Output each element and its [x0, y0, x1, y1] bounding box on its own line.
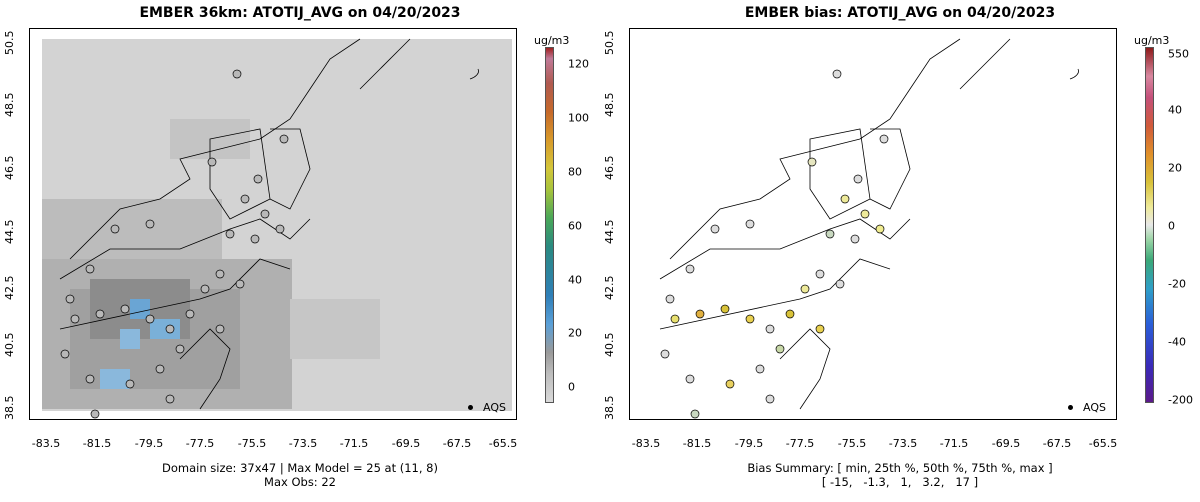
bias-colorbar-label: -20	[1168, 277, 1186, 291]
x-tick-label: -65.5	[1088, 437, 1118, 450]
bias-colorbar-unit: ug/m3	[1134, 34, 1170, 47]
aqs-legend-label: AQS	[483, 401, 506, 414]
bias-panel: EMBER bias: ATOTIJ_AVG on 04/20/2023	[600, 0, 1200, 502]
y-tick-label: 40.5	[603, 332, 616, 358]
x-tick-label: -77.5	[185, 437, 215, 450]
y-tick-label: 38.5	[603, 395, 616, 421]
model-colorbar-label: 100	[568, 111, 589, 125]
bias-colorbar-label: -40	[1168, 335, 1186, 349]
bias-colorbar-label: -200	[1168, 393, 1193, 407]
y-tick-label: 48.5	[603, 92, 616, 118]
x-tick-label: -71.5	[339, 437, 369, 450]
model-colorbar-label: 40	[568, 273, 582, 287]
x-tick-label: -75.5	[237, 437, 267, 450]
model-colorbar-label: 60	[568, 219, 582, 233]
model-map-canvas	[42, 38, 512, 419]
y-tick-label: 44.5	[603, 219, 616, 245]
x-tick-label: -81.5	[682, 437, 712, 450]
x-tick-label: -83.5	[631, 437, 661, 450]
x-tick-label: -79.5	[134, 437, 164, 450]
bias-map-canvas	[659, 38, 1079, 419]
y-tick-label: 46.5	[3, 155, 16, 181]
model-footer-line2: Max Obs: 22	[264, 475, 336, 489]
x-tick-label: -67.5	[442, 437, 472, 450]
y-tick-label: 48.5	[3, 92, 16, 118]
x-tick-label: -73.5	[888, 437, 918, 450]
y-tick-label: 42.5	[603, 275, 616, 301]
aqs-legend-label: AQS	[1083, 401, 1106, 414]
x-tick-label: -69.5	[991, 437, 1021, 450]
bias-map-title: EMBER bias: ATOTIJ_AVG on 04/20/2023	[744, 5, 1056, 21]
model-footer-line1: Domain size: 37x47 | Max Model = 25 at (…	[161, 461, 438, 475]
x-tick-label: -75.5	[837, 437, 867, 450]
x-tick-label: -67.5	[1042, 437, 1072, 450]
y-tick-label: 50.5	[3, 30, 16, 56]
bias-colorbar-label: 550	[1168, 47, 1189, 61]
bias-colorbar-label: 0	[1168, 219, 1175, 233]
model-map-title: EMBER 36km: ATOTIJ_AVG on 04/20/2023	[139, 5, 461, 21]
y-tick-label: 42.5	[3, 275, 16, 301]
x-tick-label: -83.5	[31, 437, 61, 450]
model-colorbar	[545, 47, 554, 403]
model-colorbar-unit: ug/m3	[534, 34, 570, 47]
model-map	[29, 28, 517, 420]
model-panel: EMBER 36km: ATOTIJ_AVG on 04/20/2023	[3, 5, 589, 489]
x-tick-label: -81.5	[82, 437, 112, 450]
model-colorbar-label: 0	[568, 380, 575, 394]
bias-footer-line1: Bias Summary: [ min, 25th %, 50th %, 75t…	[747, 461, 1053, 475]
x-tick-label: -73.5	[288, 437, 318, 450]
x-tick-label: -69.5	[391, 437, 421, 450]
y-tick-label: 44.5	[3, 219, 16, 245]
aqs-legend-marker	[468, 405, 473, 410]
bias-colorbar-label: 20	[1168, 161, 1182, 175]
x-tick-label: -79.5	[734, 437, 764, 450]
model-colorbar-label: 80	[568, 165, 582, 179]
bias-map	[629, 28, 1117, 420]
x-tick-label: -71.5	[939, 437, 969, 450]
x-tick-label: -65.5	[488, 437, 518, 450]
model-colorbar-label: 120	[568, 57, 589, 71]
y-tick-label: 38.5	[3, 395, 16, 421]
y-tick-label: 50.5	[603, 30, 616, 56]
y-tick-label: 46.5	[603, 155, 616, 181]
bias-colorbar	[1145, 47, 1154, 403]
y-tick-label: 40.5	[3, 332, 16, 358]
model-colorbar-label: 20	[568, 326, 582, 340]
bias-footer-line2: [ -15, -1.3, 1, 3.2, 17 ]	[821, 475, 979, 489]
x-tick-label: -77.5	[785, 437, 815, 450]
aqs-legend-marker	[1068, 405, 1073, 410]
bias-colorbar-label: 40	[1168, 103, 1182, 117]
